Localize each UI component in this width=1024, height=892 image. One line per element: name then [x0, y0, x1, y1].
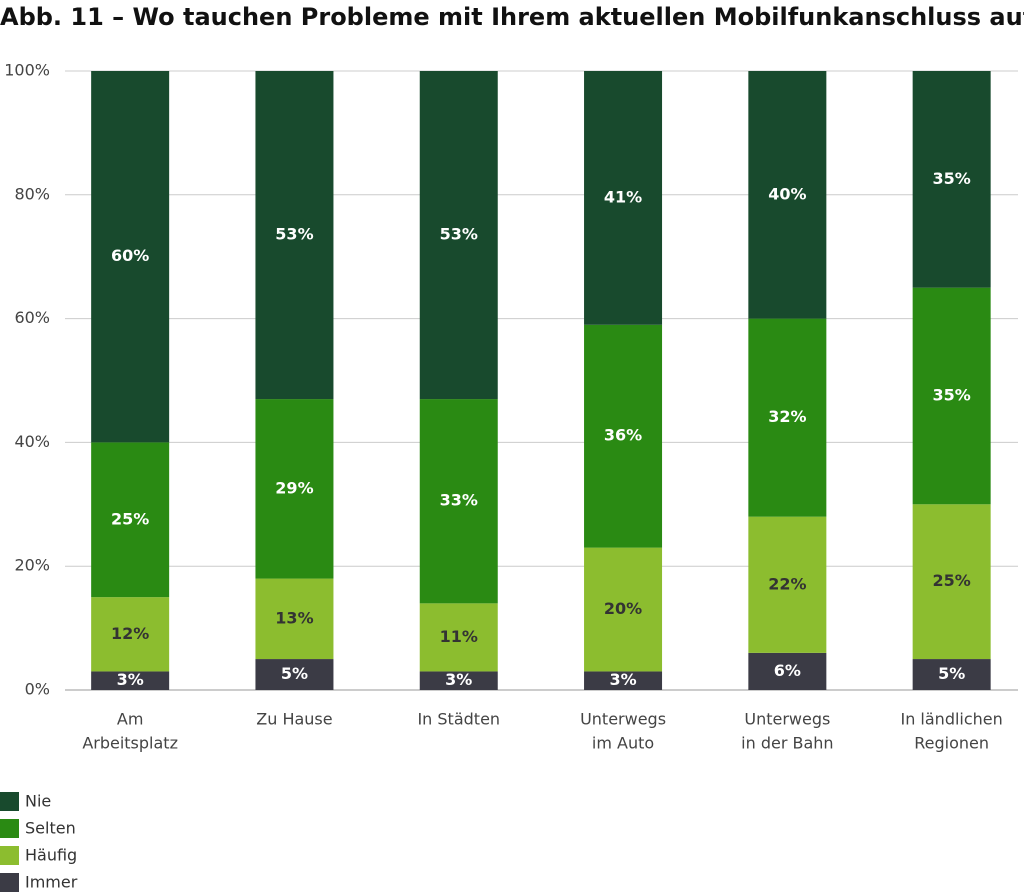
data-label: 40%: [768, 184, 806, 203]
bar-segment: [255, 399, 334, 579]
bar-segment: [419, 399, 498, 604]
legend-label: Immer: [25, 873, 78, 892]
bar-segment: [91, 71, 170, 443]
legend-swatch: [0, 819, 19, 838]
bar-segment: [91, 671, 170, 690]
bar-segment: [584, 671, 663, 690]
bar-segment: [912, 659, 991, 690]
bar-segment: [748, 318, 827, 517]
y-tick-label: 80%: [14, 184, 50, 203]
legend-label: Häufig: [25, 846, 77, 865]
bar-segment: [748, 516, 827, 653]
data-label: 5%: [938, 664, 965, 683]
x-tick-label: Zu Hause: [256, 710, 332, 729]
bar-segment: [584, 324, 663, 548]
legend-swatch: [0, 846, 19, 865]
y-tick-label: 100%: [4, 61, 50, 80]
x-tick-label: Am: [117, 710, 144, 729]
data-label: 3%: [609, 670, 636, 689]
bar-segment: [748, 71, 827, 319]
x-tick-label: Unterwegs: [580, 710, 666, 729]
data-label: 32%: [768, 407, 806, 426]
bar-segment: [584, 547, 663, 672]
y-tick-label: 0%: [25, 680, 50, 699]
data-label: 60%: [111, 246, 149, 265]
data-label: 53%: [275, 225, 313, 244]
bar-segment: [255, 659, 334, 690]
data-label: 11%: [440, 627, 478, 646]
bar-segment: [419, 603, 498, 672]
bar-segment: [255, 71, 334, 400]
data-label: 29%: [275, 478, 313, 497]
data-label: 35%: [933, 169, 971, 188]
data-label: 33%: [440, 491, 478, 510]
legend-swatch: [0, 792, 19, 811]
y-tick-label: 40%: [14, 432, 50, 451]
bar-segment: [584, 71, 663, 325]
legend-label: Nie: [25, 792, 51, 811]
y-tick-label: 20%: [14, 556, 50, 575]
legend-swatch: [0, 873, 19, 892]
bar-segment: [912, 71, 991, 288]
x-tick-label: In ländlichen: [900, 710, 1002, 729]
data-label: 5%: [281, 664, 308, 683]
bar-segment: [91, 597, 170, 672]
data-label: 25%: [111, 509, 149, 528]
y-tick-label: 60%: [14, 308, 50, 327]
x-tick-label: In Städten: [417, 710, 500, 729]
data-label: 25%: [933, 571, 971, 590]
data-label: 53%: [440, 225, 478, 244]
x-tick-label: Unterwegs: [744, 710, 830, 729]
data-label: 41%: [604, 187, 642, 206]
data-label: 3%: [445, 670, 472, 689]
bar-segment: [912, 287, 991, 505]
chart-title: Abb. 11 – Wo tauchen Probleme mit Ihrem …: [0, 3, 1024, 31]
data-label: 6%: [774, 661, 801, 680]
data-label: 20%: [604, 599, 642, 618]
x-tick-label: Arbeitsplatz: [82, 734, 178, 753]
data-label: 22%: [768, 574, 806, 593]
bar-segment: [91, 442, 170, 598]
bar-segment: [255, 578, 334, 660]
bar-segment: [419, 71, 498, 400]
bar-segment: [419, 671, 498, 690]
x-tick-label: im Auto: [592, 734, 654, 753]
data-label: 3%: [117, 670, 144, 689]
data-label: 13%: [275, 608, 313, 627]
x-tick-label: Regionen: [914, 734, 989, 753]
legend-label: Selten: [25, 819, 76, 838]
x-tick-label: in der Bahn: [741, 734, 833, 753]
data-label: 12%: [111, 624, 149, 643]
bar-segment: [748, 652, 827, 690]
data-label: 35%: [933, 385, 971, 404]
bar-segment: [912, 504, 991, 660]
data-label: 36%: [604, 426, 642, 445]
